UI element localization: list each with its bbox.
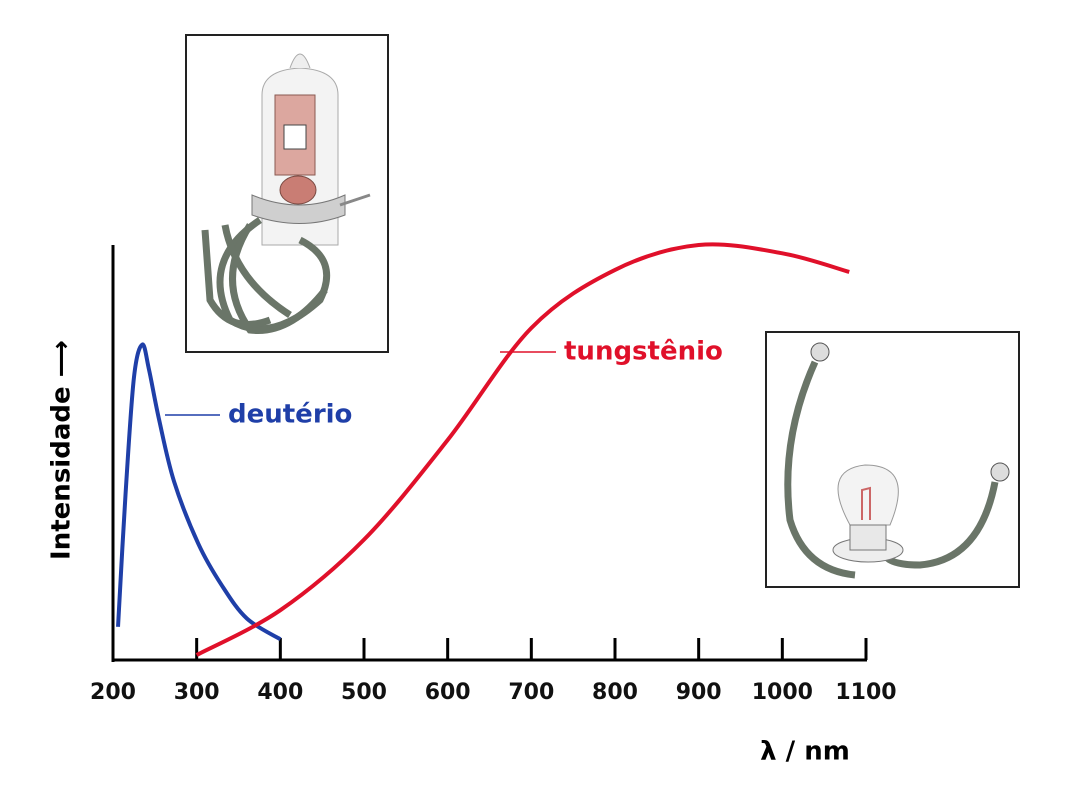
y-axis-label: Intensidade ⟶ — [47, 340, 77, 560]
x-tick-label: 200 — [90, 680, 136, 705]
x-tick-label: 900 — [676, 680, 722, 705]
x-tick-label: 400 — [257, 680, 303, 705]
series-line — [116, 342, 282, 641]
x-tick-label: 500 — [341, 680, 387, 705]
x-tick-label: 1100 — [835, 680, 896, 705]
x-tick-label: 700 — [508, 680, 554, 705]
x-tick-label: 300 — [174, 680, 220, 705]
x-tick-label: 600 — [425, 680, 471, 705]
series-label: tungstênio — [564, 337, 723, 367]
deuterium-lamp-image — [185, 34, 389, 353]
x-tick-label: 800 — [592, 680, 638, 705]
series-line — [195, 242, 850, 657]
x-axis-label: λ / nm — [760, 737, 850, 767]
series-label: deutério — [228, 400, 352, 430]
x-tick-label: 1000 — [752, 680, 813, 705]
tungsten-lamp-image — [765, 331, 1020, 588]
